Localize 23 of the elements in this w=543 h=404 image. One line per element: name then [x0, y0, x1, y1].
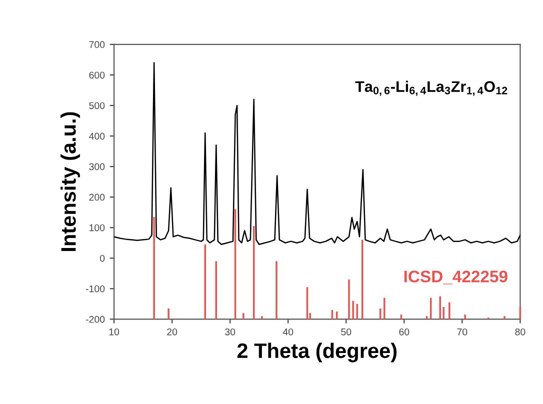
y-tick-label: 200	[89, 194, 105, 201]
y-tick-label: 600	[89, 72, 105, 79]
series-label: ICSD_422259	[404, 270, 508, 284]
y-tick-label: -100	[86, 285, 105, 292]
y-tick-label: 300	[89, 163, 105, 170]
x-tick-label: 30	[225, 328, 236, 336]
x-tick-label: 50	[341, 328, 352, 336]
x-tick-label: 10	[109, 328, 120, 336]
y-tick-label: 0	[100, 254, 105, 262]
y-tick-label: 400	[89, 132, 105, 140]
text: Ta$_{0,6}$-Li$_{6,4}$La$_{3}$Zr$_{1,4}$O$_{12}$	[355, 80, 508, 96]
x-tick-label: 40	[282, 328, 294, 336]
y-tick-label: 100	[90, 224, 105, 232]
y-tick-label: -200	[86, 316, 105, 323]
y-axis-title: Intensity (a.u.)	[60, 112, 80, 252]
x-tick-label: 70	[457, 328, 468, 336]
x-tick-label: 20	[167, 328, 178, 336]
line-series	[114, 62, 520, 245]
x-tick-label: 60	[399, 328, 410, 336]
x-tick-label: 80	[515, 328, 526, 336]
x-axis-title: 2 Theta (degree)	[237, 342, 397, 362]
y-tick-label: 500	[89, 102, 105, 110]
y-tick-label: 700	[89, 41, 105, 48]
